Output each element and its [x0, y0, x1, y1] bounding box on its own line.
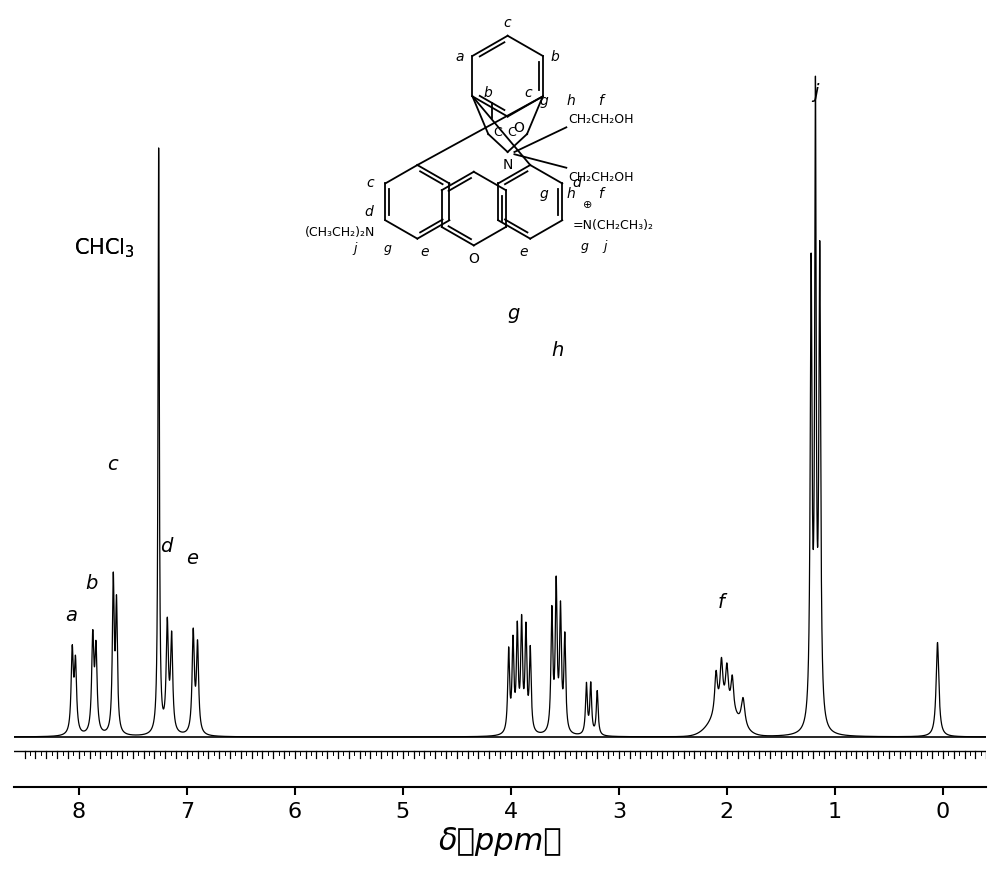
Text: h: h	[551, 341, 563, 360]
Text: e: e	[186, 548, 198, 567]
Text: d: d	[160, 536, 172, 555]
Text: j: j	[813, 83, 818, 103]
Text: g: g	[508, 303, 520, 322]
Text: b: b	[85, 574, 98, 593]
Text: a: a	[65, 605, 77, 624]
Text: f: f	[718, 593, 725, 612]
Text: CHCl$_3$: CHCl$_3$	[74, 235, 135, 260]
Text: CHCl$_3$: CHCl$_3$	[74, 235, 135, 260]
Text: c: c	[107, 454, 118, 473]
X-axis label: δ（ppm）: δ（ppm）	[438, 826, 562, 855]
